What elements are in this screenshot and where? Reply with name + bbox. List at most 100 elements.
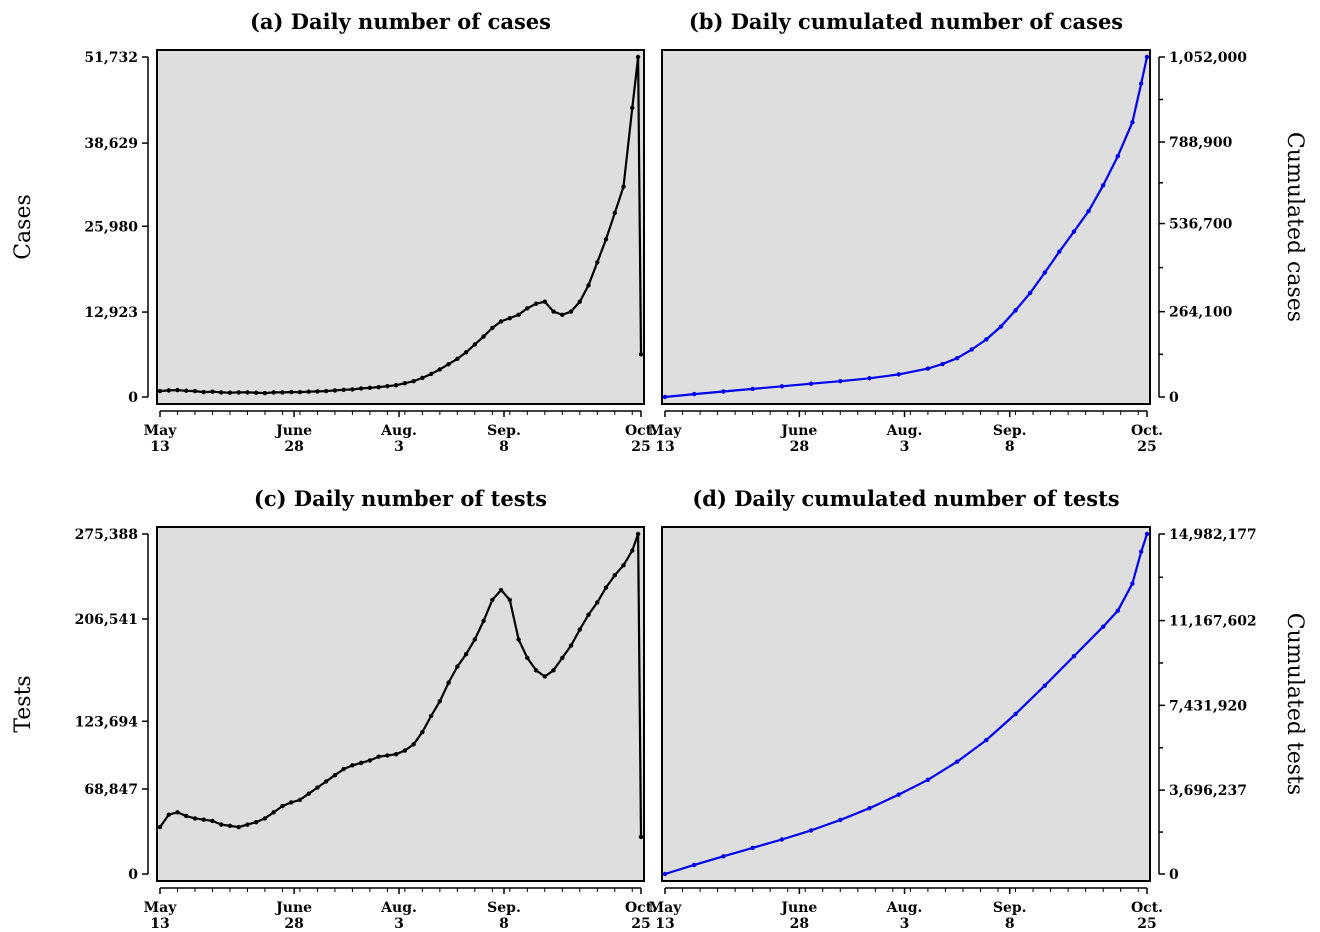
panel-b: (b) Daily cumulated number of cases 0 264,… (649, 9, 1248, 455)
data-point (595, 260, 600, 265)
data-point (621, 184, 626, 189)
data-point (630, 105, 635, 111)
y-tick-label: 7,431,920 (1169, 698, 1247, 714)
y-tick-label: 14,982,177 (1169, 527, 1257, 543)
data-point (175, 810, 180, 815)
x-tick-label-day: 28 (790, 916, 809, 932)
panel-title-a: (a) Daily number of cases (250, 9, 551, 34)
panel-a: (a) Daily number of cases012,92325,98038… (84, 9, 657, 455)
y-tick-label: 25,980 (84, 219, 138, 235)
y-tick-label: 788,900 (1169, 135, 1233, 151)
x-tick-label-day: 8 (1005, 916, 1015, 932)
y-tick-label: 275,388 (75, 527, 138, 543)
data-point (533, 668, 539, 673)
y-tick-label: 123,694 (75, 714, 139, 730)
y-tick-label: 11,167,602 (1169, 614, 1257, 630)
y-tick-label: 1,052,000 (1169, 50, 1247, 66)
data-point (490, 325, 495, 331)
data-point (323, 779, 329, 784)
data-point (533, 301, 539, 306)
data-point (998, 324, 1004, 329)
data-point (721, 854, 726, 859)
data-point (1013, 711, 1018, 717)
data-point (393, 752, 399, 757)
data-point (166, 388, 171, 393)
panel-c: (c) Daily number of tests 0 68,847 123,694 2… (75, 486, 657, 932)
data-point (428, 713, 434, 719)
data-point (542, 299, 547, 304)
chart-panels: (a) Daily number of cases 0 12,923 25,980 3 8… (75, 9, 1257, 932)
data-point (612, 573, 617, 578)
data-point (721, 389, 726, 394)
x-tick-label-month: June (779, 423, 817, 439)
data-point (954, 356, 960, 361)
x-tick-label-month: Aug. (886, 900, 923, 916)
data-point (560, 655, 565, 661)
x-tick-label-month: Oct. (625, 423, 657, 439)
data-point (210, 818, 215, 824)
data-point (662, 394, 668, 400)
data-point (1130, 120, 1135, 125)
data-point (1027, 290, 1033, 296)
data-point (896, 372, 901, 377)
y-tick-label: 0 (128, 390, 138, 406)
data-point (1071, 229, 1077, 234)
data-point (1071, 653, 1077, 659)
data-point (376, 384, 381, 390)
data-point (184, 813, 189, 819)
data-point (446, 361, 451, 367)
data-point (551, 668, 556, 673)
data-point (201, 817, 206, 822)
data-point (1100, 624, 1106, 629)
data-point (1013, 308, 1018, 313)
data-point (306, 791, 311, 796)
data-point (437, 698, 443, 704)
data-point (577, 627, 582, 632)
x-tick-label-month: May (144, 423, 178, 439)
data-point (236, 390, 241, 395)
x-tick-label-day: 13 (655, 439, 674, 455)
data-point (254, 390, 259, 395)
data-point (638, 834, 644, 840)
data-point (210, 389, 215, 394)
x-tick-label-day: 3 (394, 916, 404, 932)
data-point (954, 759, 960, 764)
y-tick-label: 0 (1169, 390, 1179, 406)
data-point (367, 758, 373, 763)
data-point (779, 837, 785, 842)
data-point (692, 862, 697, 868)
data-point (393, 382, 399, 388)
data-point (498, 319, 504, 324)
y-tick-label: 12,923 (84, 305, 138, 321)
data-point (577, 299, 582, 304)
series-line-d (664, 533, 1149, 876)
data-point (586, 612, 591, 617)
data-point (350, 763, 355, 768)
x-tick-label-day: 25 (631, 916, 650, 932)
data-point (638, 352, 644, 357)
y-tick-label: 0 (1169, 867, 1179, 883)
data-point (750, 386, 755, 392)
x-tick-label-month: Oct. (1131, 900, 1163, 916)
data-point (262, 816, 268, 821)
x-tick-label-month: Aug. (380, 423, 417, 439)
x-tick-label-day: 28 (284, 916, 303, 932)
y-tick-label: 206,541 (75, 612, 138, 628)
panel-d: (d) Daily cumulated number of tests 0 3,69… (649, 486, 1257, 932)
data-point (560, 312, 565, 318)
data-point (867, 376, 872, 381)
data-point (542, 674, 547, 679)
x-tick-label-day: 28 (790, 439, 809, 455)
x-tick-label-day: 28 (284, 439, 303, 455)
data-point (603, 237, 609, 242)
data-point (219, 822, 224, 827)
x-tick-label-day: 13 (150, 439, 169, 455)
data-point (385, 753, 390, 758)
y-tick-label: 68,847 (84, 782, 138, 798)
x-tick-label-month: May (144, 900, 178, 916)
data-point (411, 742, 416, 747)
y-tick-label: 51,732 (84, 50, 138, 66)
data-point (280, 390, 285, 395)
x-tick-label-day: 25 (631, 439, 650, 455)
data-point (1042, 683, 1047, 688)
